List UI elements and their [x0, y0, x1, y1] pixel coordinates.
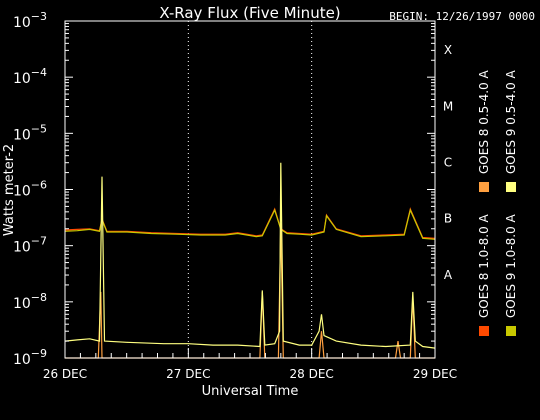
- y-tick-exponent: −8: [31, 291, 47, 304]
- begin-label: BEGIN: 12/26/1997 0000: [389, 10, 535, 23]
- y-axis-label: Watts meter-2: [2, 144, 17, 236]
- y-tick-exponent: −9: [31, 347, 47, 360]
- legend-label: GOES 9 1.0-8.0 A: [504, 213, 518, 318]
- flare-class-label: M: [443, 99, 453, 113]
- x-tick-label: 26 DEC: [43, 367, 87, 381]
- chart-title: X-Ray Flux (Five Minute): [159, 4, 340, 22]
- legend: GOES 8 1.0-8.0 A GOES 8 0.5-4.0 A GOES 9 1…: [477, 69, 518, 336]
- flare-class-label: X: [444, 43, 452, 57]
- y-tick-exponent: −4: [31, 66, 47, 79]
- x-axis-label: Universal Time: [202, 384, 299, 399]
- y-tick-exponent: −3: [31, 10, 47, 23]
- x-tick-label: 29 DEC: [413, 367, 457, 381]
- legend-label: GOES 8 1.0-8.0 A: [477, 213, 491, 318]
- flare-class-ticks: A B C M X: [443, 43, 453, 282]
- y-tick-exponent: −5: [31, 122, 47, 135]
- x-tick-label: 27 DEC: [166, 367, 210, 381]
- y-tick-exponent: −7: [31, 235, 47, 248]
- grid-lines: [187, 21, 313, 358]
- legend-label: GOES 9 0.5-4.0 A: [504, 69, 518, 174]
- legend-label: GOES 8 0.5-4.0 A: [477, 69, 491, 174]
- y-tick-exponent: −6: [31, 179, 47, 192]
- legend-swatch: [479, 182, 489, 192]
- x-axis-ticks: 26 DEC 27 DEC 28 DEC 29 DEC: [43, 348, 457, 381]
- flare-class-label: A: [444, 268, 453, 282]
- legend-swatch: [506, 326, 516, 336]
- flare-class-label: B: [444, 212, 452, 226]
- series-line: [64, 208, 436, 240]
- flare-class-label: C: [444, 155, 452, 169]
- series-line: [64, 162, 436, 349]
- legend-swatch: [479, 326, 489, 336]
- legend-swatch: [506, 182, 516, 192]
- x-tick-label: 28 DEC: [290, 367, 334, 381]
